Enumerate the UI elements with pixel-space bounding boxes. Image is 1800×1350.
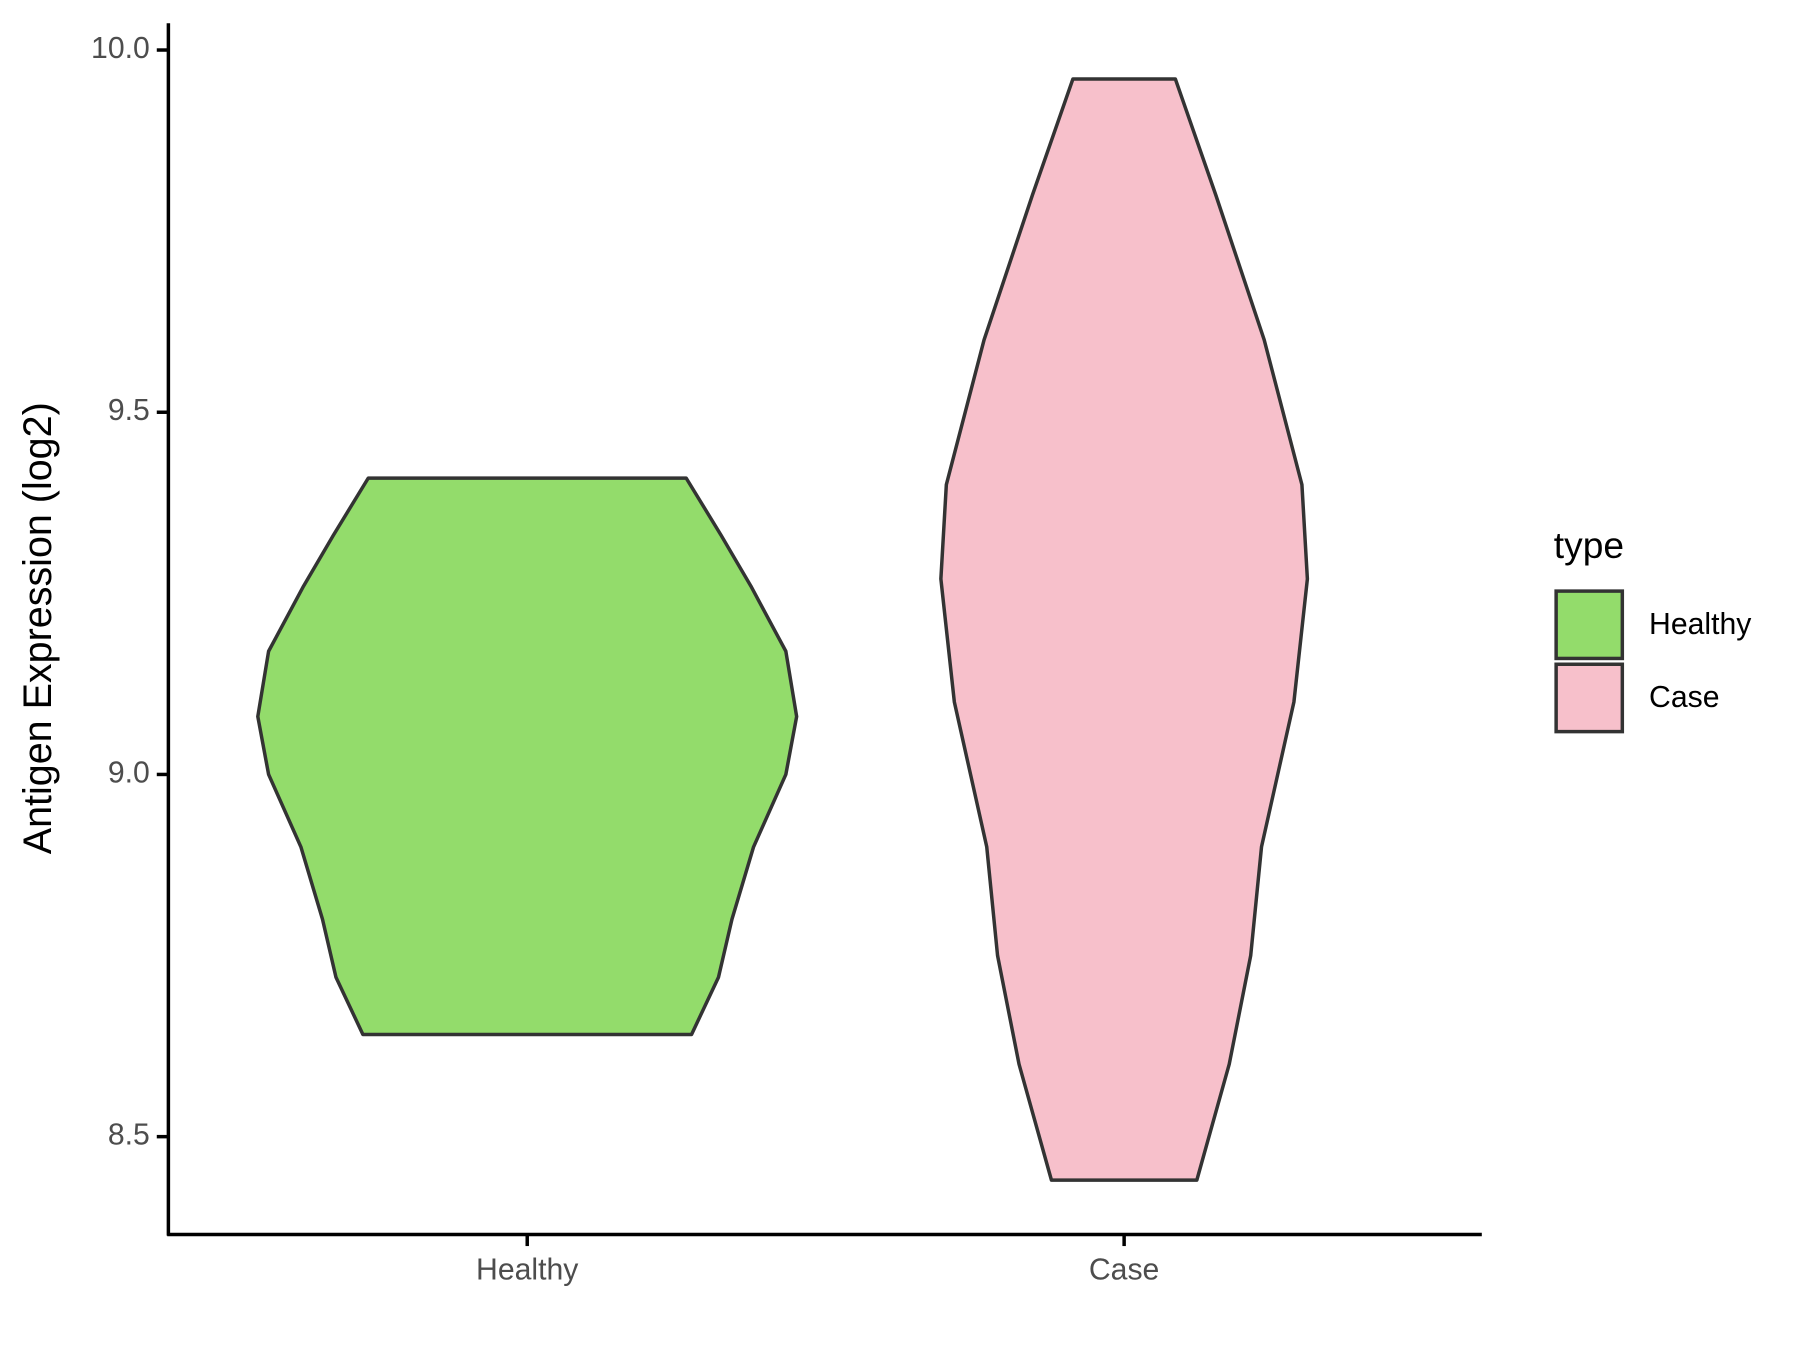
y-tick-label: 10.0 [91, 32, 150, 65]
x-tick-label: Case [1089, 1254, 1159, 1287]
legend-key [1554, 662, 1625, 734]
legend-label: Case [1649, 681, 1719, 714]
legend-label: Healthy [1649, 608, 1752, 641]
legend-title: type [1554, 524, 1624, 566]
violin [939, 77, 1310, 1182]
y-tick-label: 8.5 [108, 1119, 150, 1152]
y-axis-title: Antigen Expression (log2) [16, 402, 60, 854]
y-tick-label: 9.0 [108, 756, 150, 789]
violin [256, 476, 799, 1037]
x-tick-label: Healthy [476, 1254, 579, 1287]
legend-key [1554, 589, 1625, 661]
y-tick-label: 9.5 [108, 394, 150, 427]
